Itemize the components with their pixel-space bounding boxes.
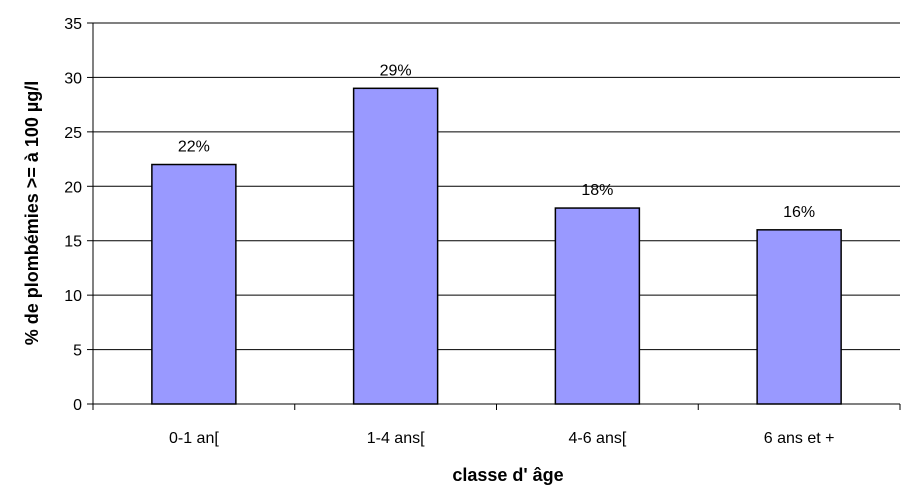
- y-tick-label: 0: [73, 397, 82, 414]
- bar-2: [352, 87, 439, 405]
- data-labels: 22% 29% 18% 16%: [178, 62, 815, 221]
- tick-labels: 0 5 10 15 20 25 30 35 0-1 an[ 1-4 ans[ 4-6 ans[ 6 a…: [64, 16, 834, 447]
- data-label: 16%: [783, 204, 815, 221]
- y-tick-label: 30: [64, 70, 82, 87]
- x-tick-label: 6 ans et +: [764, 430, 835, 447]
- y-tick-label: 10: [64, 288, 82, 305]
- data-label: 22%: [178, 139, 210, 156]
- axes: [87, 22, 901, 410]
- y-tick-label: 20: [64, 179, 82, 196]
- bar-4: [756, 229, 842, 405]
- y-tick-label: 25: [64, 125, 82, 142]
- bars: [151, 87, 842, 405]
- y-axis-title: % de plombémies >= à 100 µg/l: [22, 81, 42, 345]
- x-tick-label: 4-6 ans[: [568, 430, 626, 447]
- data-label: 29%: [380, 62, 412, 79]
- y-tick-label: 5: [73, 343, 82, 360]
- y-tick-label: 15: [64, 234, 82, 251]
- x-tick-label: 0-1 an[: [169, 430, 219, 447]
- data-label: 18%: [581, 182, 613, 199]
- bar-1: [151, 163, 237, 405]
- x-axis-title: classe d' âge: [452, 465, 563, 485]
- bar-3: [554, 207, 641, 405]
- y-tick-label: 35: [64, 16, 82, 33]
- x-tick-label: 1-4 ans[: [367, 430, 425, 447]
